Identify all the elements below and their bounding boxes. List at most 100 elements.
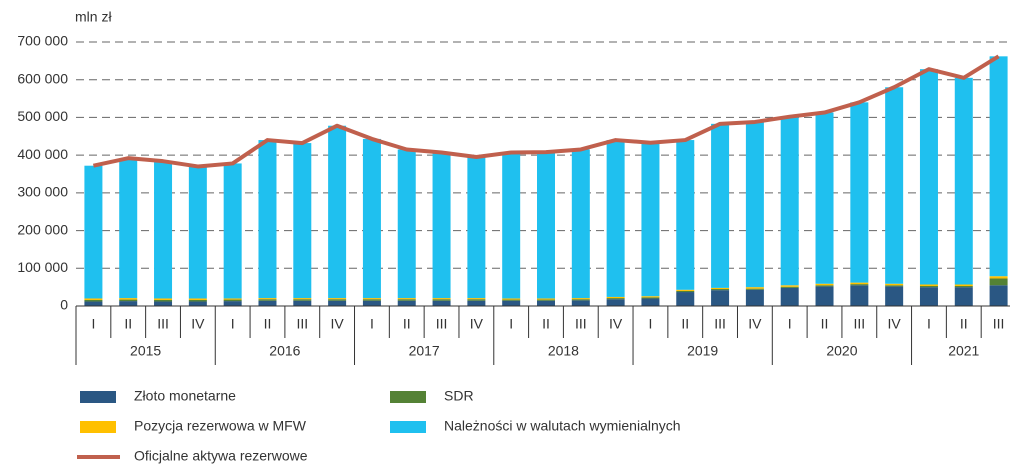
x-tick-label: III (296, 316, 308, 332)
x-tick-label: II (681, 316, 689, 332)
x-group-label: 2017 (409, 343, 440, 359)
x-tick-label: II (403, 316, 411, 332)
bar-segment (571, 299, 590, 301)
bar-segment (571, 149, 590, 299)
x-tick-label: II (960, 316, 968, 332)
y-tick-label: 400 000 (17, 146, 68, 162)
bar-segment (432, 152, 451, 299)
bar-segment (328, 299, 347, 301)
y-tick-label: 100 000 (17, 259, 68, 275)
bar-segment (745, 289, 764, 306)
bar-segment (154, 161, 173, 299)
bar-segment (432, 298, 451, 300)
bar-segment (885, 286, 904, 306)
bar-segment (571, 300, 590, 306)
x-tick-label: I (648, 316, 652, 332)
bar-segment (676, 140, 695, 290)
bar-segment (711, 287, 730, 290)
bar-segment (885, 285, 904, 287)
x-tick-label: II (124, 316, 132, 332)
bar-segment (223, 299, 242, 302)
bar-segment (502, 300, 521, 306)
bar-segment (362, 299, 381, 301)
bar-segment (502, 298, 521, 300)
bar-segment (641, 142, 660, 297)
bar-segment (850, 285, 869, 306)
bar-segment (502, 299, 521, 301)
bar-segment (919, 69, 938, 285)
bar-segment (850, 284, 869, 286)
legend-label: Należności w walutach wymienialnych (444, 418, 681, 434)
bar-segment (815, 283, 834, 286)
bar-segment (606, 298, 625, 300)
bar-segment (467, 300, 486, 306)
bar-segment (432, 299, 451, 301)
bar-segment (328, 298, 347, 300)
x-group-label: 2015 (130, 343, 161, 359)
bar-segment (989, 278, 1008, 286)
bar-segment (641, 296, 660, 298)
bar-segment (711, 290, 730, 306)
bar-segment (537, 152, 555, 299)
bar-segment (676, 290, 695, 293)
bar-segment (745, 287, 764, 289)
bar-segment (362, 300, 381, 306)
x-tick-label: IV (470, 316, 484, 332)
bar-segment (780, 285, 799, 287)
y-tick-label: 300 000 (17, 184, 68, 200)
bar-segment (258, 299, 277, 301)
legend-label: Pozycja rezerwowa w MFW (134, 418, 307, 434)
bar-segment (502, 152, 521, 299)
bar-segment (293, 298, 312, 300)
bar-segment (432, 300, 451, 306)
bar-segment (223, 301, 242, 306)
bar-segment (745, 121, 764, 288)
bar-segment (293, 143, 312, 299)
legend-label: SDR (444, 388, 474, 404)
x-tick-label: IV (330, 316, 344, 332)
legend-swatch (390, 391, 426, 403)
y-tick-label: 600 000 (17, 70, 68, 86)
bar-segment (989, 56, 1008, 277)
bar-segment (328, 300, 347, 306)
bar-segment (885, 87, 904, 284)
x-tick-label: I (91, 316, 95, 332)
x-tick-label: IV (748, 316, 762, 332)
bar-segment (745, 288, 764, 290)
legend-swatch (390, 421, 426, 433)
bar-segment (188, 166, 207, 299)
x-tick-label: III (575, 316, 587, 332)
bar-segment (258, 298, 277, 300)
y-axis-label: mln zł (75, 9, 112, 25)
y-tick-label: 0 (60, 297, 68, 313)
x-group-label: 2018 (548, 343, 579, 359)
bar-segment (188, 298, 207, 300)
bar-segment (989, 276, 1008, 279)
bar-segment (711, 289, 730, 291)
bar-segment (919, 284, 938, 287)
bar-segment (467, 157, 486, 299)
bar-segment (397, 300, 416, 306)
bar-segment (154, 301, 173, 306)
x-tick-label: IV (888, 316, 902, 332)
bar-segment (293, 300, 312, 306)
bar-segment (815, 112, 834, 284)
bar-segment (188, 299, 207, 302)
bar-segment (606, 140, 625, 297)
x-tick-label: III (853, 316, 865, 332)
bar-segment (258, 140, 277, 299)
bar-segment (571, 298, 590, 300)
y-tick-label: 700 000 (17, 33, 68, 49)
bar-segment (815, 286, 834, 306)
bar-segment (119, 299, 138, 302)
x-group-label: 2016 (269, 343, 300, 359)
bar-segment (954, 77, 973, 285)
y-tick-label: 200 000 (17, 221, 68, 237)
x-tick-label: I (231, 316, 235, 332)
bar-segment (954, 287, 973, 306)
x-tick-label: IV (609, 316, 623, 332)
x-tick-label: II (821, 316, 829, 332)
bar-segment (397, 149, 416, 299)
bar-segment (954, 286, 973, 288)
